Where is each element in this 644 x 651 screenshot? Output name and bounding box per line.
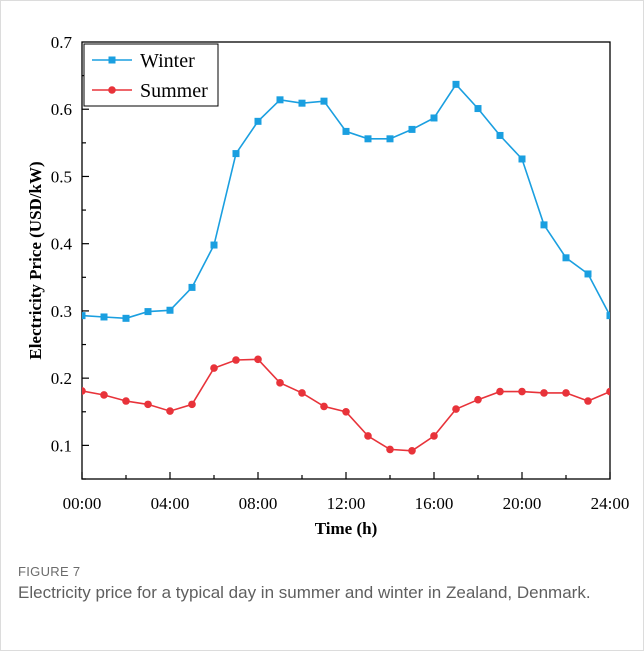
data-point-summer	[144, 400, 152, 409]
data-point-winter	[166, 306, 174, 314]
data-point-summer	[496, 387, 504, 396]
data-point-winter	[254, 117, 262, 125]
x-tick-label: 00:00	[63, 494, 102, 513]
data-point-winter	[562, 254, 570, 262]
x-tick-label: 20:00	[503, 494, 542, 513]
data-point-summer	[364, 432, 372, 440]
data-point-summer	[408, 446, 416, 455]
x-tick-label: 24:00	[591, 494, 630, 513]
data-point-winter	[474, 105, 482, 113]
data-point-summer	[584, 397, 592, 405]
data-point-summer	[122, 397, 130, 405]
data-point-winter	[298, 99, 306, 107]
data-point-summer	[210, 364, 218, 372]
y-tick-label: 0.7	[51, 33, 73, 52]
data-point-summer	[232, 356, 240, 364]
data-point-winter	[452, 80, 460, 88]
data-point-winter	[276, 96, 284, 104]
data-point-summer	[298, 389, 306, 397]
figure-caption: FIGURE 7 Electricity price for a typical…	[18, 564, 618, 605]
x-tick-label: 08:00	[239, 494, 278, 513]
line-chart: 00:00 04:00 08:00 12:00 16:00 20:00 24:00 0.1 0.…	[26, 33, 630, 538]
data-point-winter	[364, 135, 372, 143]
x-tick-label: 12:00	[327, 494, 366, 513]
data-point-summer	[320, 402, 328, 411]
data-point-winter	[100, 313, 108, 321]
data-point-summer	[518, 387, 526, 396]
y-tick-label: 0.3	[51, 302, 72, 321]
data-point-summer	[474, 395, 482, 404]
legend-box	[83, 43, 219, 107]
y-tick-label: 0.4	[51, 235, 73, 254]
data-point-winter	[408, 125, 416, 133]
series-winter	[82, 80, 610, 322]
data-point-winter	[518, 155, 526, 163]
data-point-summer	[430, 432, 438, 440]
data-point-winter	[210, 241, 218, 249]
data-point-winter	[320, 97, 328, 105]
y-tick-label: 0.5	[51, 167, 72, 186]
y-tick-label: 0.2	[51, 369, 72, 388]
data-point-winter	[342, 127, 350, 135]
legend-label: Winter	[140, 50, 195, 72]
data-point-summer	[540, 389, 548, 397]
y-tick-label: 0.1	[51, 436, 72, 455]
data-point-summer	[386, 445, 394, 454]
data-point-summer	[342, 407, 350, 416]
y-axis-title: Electricity Price (USD/kW)	[26, 161, 45, 359]
series-line-summer	[82, 358, 610, 452]
data-point-summer	[606, 387, 610, 396]
data-point-summer	[82, 387, 86, 395]
figure-caption-text: Electricity price for a typical day in s…	[18, 583, 591, 602]
data-point-winter	[606, 312, 610, 320]
data-point-winter	[82, 312, 86, 320]
legend-label: Summer	[140, 80, 208, 102]
data-point-summer	[562, 389, 570, 397]
x-tick-label: 04:00	[151, 494, 190, 513]
data-point-winter	[144, 308, 152, 316]
data-point-summer	[100, 391, 108, 399]
series-summer	[82, 355, 610, 455]
data-point-winter	[430, 114, 438, 122]
data-point-winter	[386, 135, 394, 143]
data-point-summer	[254, 355, 262, 364]
data-point-winter	[496, 131, 504, 139]
x-axis-title: Time (h)	[315, 519, 378, 538]
legend-marker	[108, 86, 116, 94]
data-point-winter	[188, 283, 196, 291]
figure-label: FIGURE 7	[18, 564, 81, 579]
data-point-winter	[584, 270, 592, 278]
y-tick-label: 0.6	[51, 100, 72, 119]
data-point-winter	[122, 314, 130, 322]
data-point-winter	[540, 221, 548, 229]
data-point-winter	[232, 150, 240, 158]
x-tick-label: 16:00	[415, 494, 454, 513]
data-point-summer	[188, 400, 196, 409]
legend-marker	[108, 56, 116, 64]
data-point-summer	[452, 405, 460, 413]
data-point-summer	[166, 407, 174, 415]
series-line-winter	[82, 83, 610, 320]
data-point-summer	[276, 379, 284, 387]
